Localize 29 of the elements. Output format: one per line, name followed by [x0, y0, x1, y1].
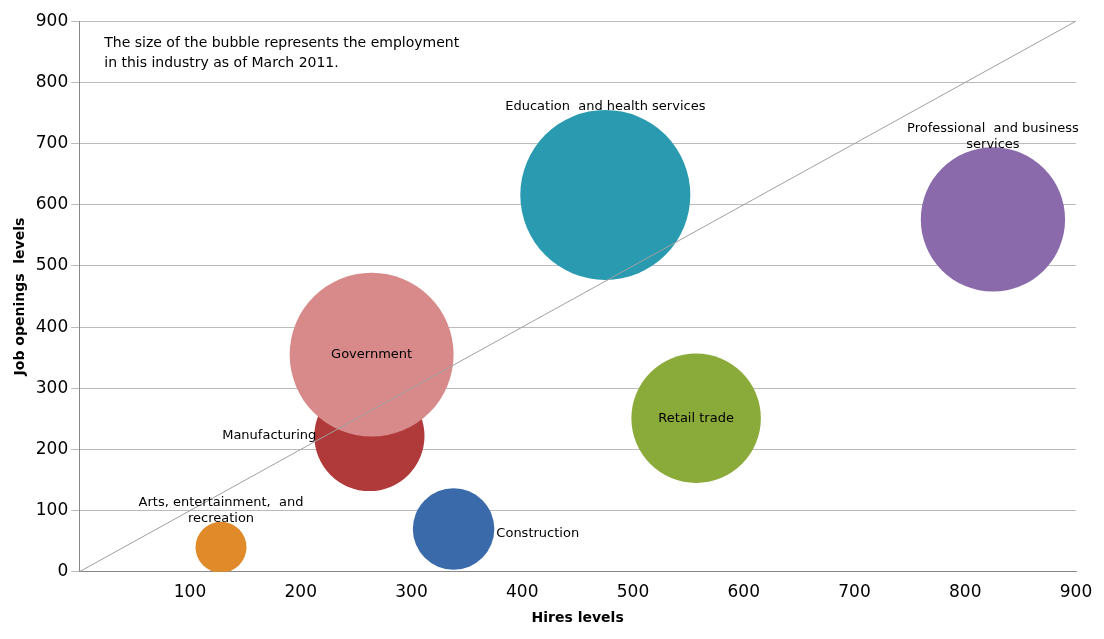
y-axis-title: Job openings levels — [11, 217, 28, 377]
x-tick-label: 700 — [838, 581, 871, 602]
x-tick-label: 600 — [727, 581, 760, 602]
x-tick-label: 500 — [616, 581, 650, 602]
y-tick-label: 900 — [35, 9, 69, 30]
y-tick-label: 400 — [35, 315, 69, 336]
y-tick-label: 0 — [57, 560, 69, 581]
series-label: Manufacturing — [222, 427, 317, 443]
y-tick-label: 700 — [35, 131, 69, 152]
x-tick-label: 900 — [1059, 581, 1093, 602]
x-axis-title: Hires levels — [531, 609, 624, 626]
series-label: Education and health services — [505, 98, 706, 114]
series-label: Government — [331, 345, 413, 361]
series-label: Construction — [496, 525, 580, 541]
series-label: Retail trade — [658, 409, 734, 425]
y-tick-label: 200 — [35, 437, 69, 458]
x-tick-label: 400 — [506, 581, 539, 602]
y-tick-label: 800 — [35, 70, 69, 91]
y-tick-label: 600 — [35, 193, 69, 214]
x-tick-label: 300 — [395, 581, 428, 602]
y-tick-label: 100 — [35, 499, 69, 520]
y-tick-label: 300 — [35, 376, 69, 397]
y-tick-label: 500 — [35, 254, 69, 275]
x-tick-label: 800 — [949, 581, 982, 602]
series-label: Arts, entertainment, and recreation — [138, 494, 304, 526]
annotation: The size of the bubble represents the employment in this industry as of March 2011. — [103, 33, 460, 70]
x-tick-label: 100 — [173, 581, 207, 602]
series-label: Professional and business services — [907, 119, 1079, 151]
x-tick-label: 200 — [284, 581, 317, 602]
